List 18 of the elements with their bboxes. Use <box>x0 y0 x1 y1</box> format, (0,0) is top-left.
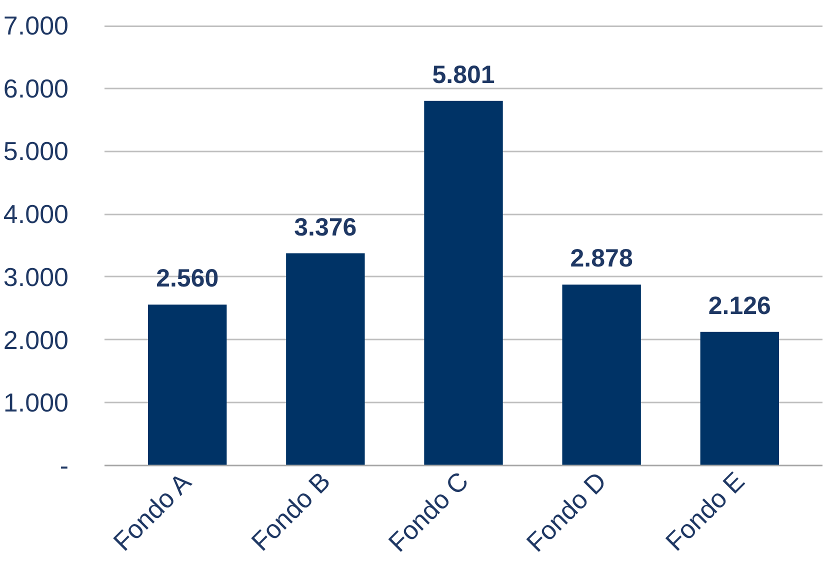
y-tick-label: 6.000 <box>3 73 69 104</box>
data-label: 2.878 <box>570 244 633 273</box>
bar <box>286 253 365 466</box>
y-tick-label: 2.000 <box>3 324 69 355</box>
bar <box>148 304 227 466</box>
y-tick-label: - <box>60 450 69 480</box>
y-tick-label: 5.000 <box>3 136 69 166</box>
y-tick-label: 1.000 <box>3 388 69 418</box>
data-label: 3.376 <box>294 213 357 242</box>
y-tick-label: 3.000 <box>3 262 69 292</box>
y-tick-label: 4.000 <box>3 199 69 230</box>
bar <box>700 332 780 466</box>
data-label: 2.560 <box>156 264 219 293</box>
data-label: 2.126 <box>708 292 771 320</box>
y-tick-label: 7.000 <box>3 10 69 40</box>
bar <box>562 284 641 466</box>
bar <box>424 100 503 466</box>
data-label: 5.801 <box>432 60 495 89</box>
